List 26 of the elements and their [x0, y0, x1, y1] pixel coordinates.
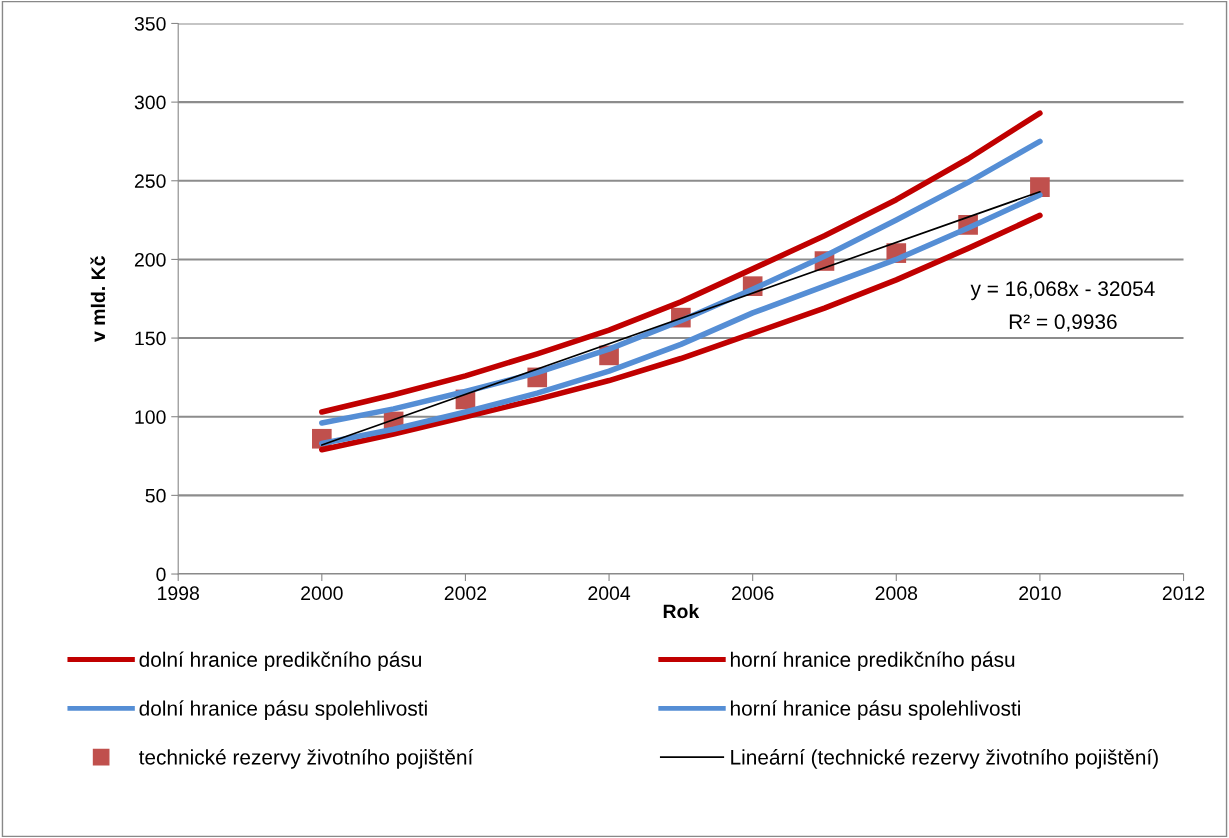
- y-tick-label: 0: [156, 567, 166, 582]
- y-tick-label: 50: [145, 488, 166, 503]
- y-tick-label: 350: [134, 16, 166, 31]
- x-tick-label: 1998: [158, 586, 199, 601]
- x-tick-label: 2002: [444, 586, 487, 601]
- x-axis-title: Rok: [663, 603, 700, 619]
- y-tick-label: 300: [134, 95, 166, 110]
- x-tick-label: 2010: [1019, 586, 1061, 601]
- x-tick-label: 2004: [588, 586, 631, 601]
- legend-label: Lineární (technické rezervy životního pojištění): [731, 749, 1158, 769]
- annotation: y = 16,068x - 32054: [970, 281, 1155, 301]
- legend-label: dolní hranice predikčního pásu: [139, 651, 422, 672]
- y-tick-label: 100: [135, 410, 166, 424]
- x-tick-label: 2000: [301, 586, 343, 601]
- y-tick-label: 250: [134, 174, 166, 189]
- y-axis-title: v mld. Kč: [90, 256, 106, 342]
- x-tick-label: 2012: [1162, 586, 1205, 601]
- annotation: R² = 0,9936: [1009, 314, 1117, 332]
- legend-label: horní hranice pásu spolehlivosti: [730, 700, 1020, 720]
- legend-label: dolní hranice pásu spolehlivosti: [139, 700, 427, 720]
- x-tick-label: 2006: [732, 586, 774, 601]
- y-tick-label: 200: [134, 252, 166, 267]
- x-tick-label: 2008: [875, 586, 918, 601]
- legend-label: technické rezervy životního pojištění: [138, 749, 474, 769]
- y-tick-label: 150: [135, 331, 166, 346]
- legend-label: horní hranice predikčního pásu: [730, 651, 1015, 672]
